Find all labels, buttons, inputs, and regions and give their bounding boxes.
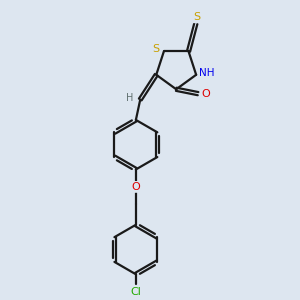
Text: S: S xyxy=(152,44,159,54)
Text: O: O xyxy=(202,88,211,99)
Text: S: S xyxy=(193,12,200,22)
Text: O: O xyxy=(131,182,140,192)
Text: NH: NH xyxy=(200,68,215,78)
Text: Cl: Cl xyxy=(130,287,141,297)
Text: H: H xyxy=(126,93,134,103)
